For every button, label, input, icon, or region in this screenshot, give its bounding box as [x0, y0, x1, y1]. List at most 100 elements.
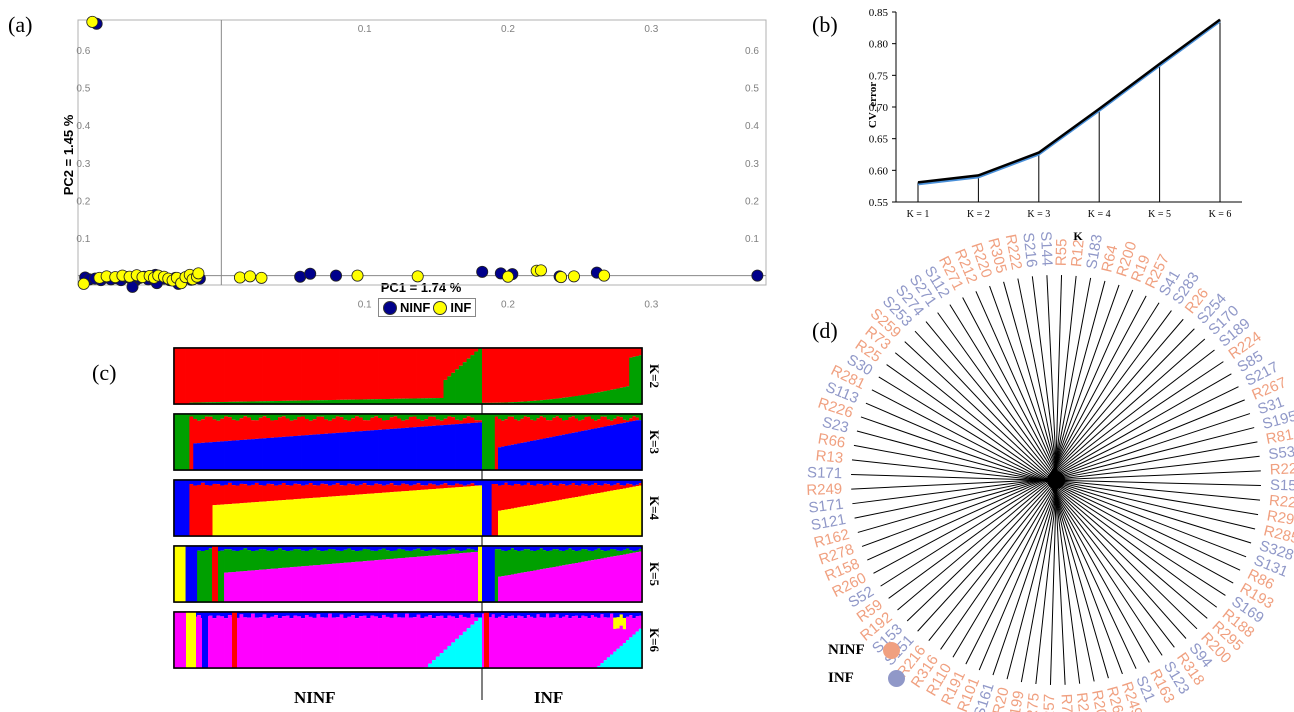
admixture-bar — [613, 418, 617, 425]
admixture-bar — [507, 480, 512, 486]
admixture-bar — [351, 494, 356, 536]
admixture-bar — [558, 418, 563, 436]
admixture-bar — [455, 618, 460, 639]
admixture-bar — [266, 480, 271, 484]
admixture-bar — [320, 564, 325, 602]
admixture-bar — [629, 615, 633, 638]
admixture-bar — [262, 501, 267, 536]
admixture-bar — [351, 484, 356, 495]
admixture-bar — [568, 618, 572, 668]
admixture-bar — [622, 546, 627, 550]
admixture-bar — [549, 399, 553, 404]
admixture-bar — [494, 348, 499, 403]
admixture-bar — [266, 401, 271, 404]
admixture-bar — [285, 436, 290, 470]
admixture-bar — [378, 429, 383, 470]
admixture-bar — [177, 546, 183, 602]
admixture-bar — [439, 414, 444, 421]
admixture-bar — [533, 550, 537, 571]
cv-x-tick-label: K = 6 — [1209, 209, 1232, 220]
admixture-bar — [530, 546, 534, 551]
admixture-bar — [212, 414, 217, 420]
admixture-bar — [619, 423, 624, 470]
admixture-bar — [216, 348, 221, 403]
pca-point-inf — [351, 269, 364, 282]
admixture-bar — [320, 483, 325, 498]
admixture-bar — [565, 564, 569, 602]
admixture-bar — [428, 480, 433, 484]
admixture-bar — [549, 550, 553, 568]
admixture-bar — [498, 348, 502, 403]
admixture-bar — [224, 416, 229, 442]
admixture-bar — [587, 494, 592, 536]
admixture-bar — [584, 416, 588, 431]
admixture-bar — [478, 414, 483, 421]
admixture-bar — [632, 634, 636, 668]
admixture-bar — [320, 497, 325, 536]
admixture-bar — [435, 488, 441, 536]
admixture-bar — [626, 422, 630, 470]
admixture-bar — [606, 419, 611, 426]
admixture-bar — [239, 546, 244, 550]
admixture-bar — [224, 612, 229, 619]
admixture-bar — [254, 348, 260, 402]
admixture-bar — [362, 494, 367, 536]
admixture-bar — [381, 480, 387, 486]
admixture-bar — [312, 565, 317, 602]
admixture-bar — [474, 617, 479, 622]
admixture-bar — [455, 550, 460, 554]
admixture-bar — [412, 416, 417, 428]
admixture-bar — [523, 401, 528, 404]
admixture-bar — [439, 397, 444, 404]
admixture-bar — [533, 570, 537, 602]
tree-leaf-label: S171 — [808, 496, 845, 517]
admixture-bar — [339, 563, 344, 602]
tree-branch — [897, 473, 1060, 611]
admixture-bar — [381, 546, 387, 549]
pca-right-tick-label: 0.3 — [745, 159, 759, 170]
admixture-bar — [204, 485, 210, 536]
admixture-bar — [289, 400, 294, 404]
admixture-bar — [308, 414, 313, 421]
admixture-bar — [301, 480, 306, 486]
admixture-bar — [568, 414, 572, 418]
admixture-bar — [638, 485, 643, 536]
admixture-bar — [435, 485, 441, 489]
tree-leaf-label: R222 — [1268, 492, 1294, 512]
admixture-bar — [555, 614, 560, 668]
admixture-bar — [324, 433, 329, 470]
admixture-bar — [638, 483, 643, 486]
admixture-bar — [412, 549, 417, 558]
admixture-bar — [343, 549, 348, 563]
pca-top-tick-label: 0.2 — [501, 24, 515, 35]
admixture-bar — [424, 398, 429, 404]
admixture-bar — [613, 484, 617, 491]
admixture-bar — [297, 616, 302, 668]
admixture-bar — [370, 546, 375, 551]
admixture-bar — [523, 572, 528, 602]
admixture-bar — [331, 549, 337, 564]
tree-branch — [1061, 481, 1259, 516]
admixture-bar — [220, 402, 225, 404]
admixture-bar — [274, 480, 279, 486]
admixture-bar — [622, 419, 627, 423]
admixture-bar — [451, 348, 456, 373]
admixture-bar — [603, 391, 608, 404]
cv-y-tick-label: 0.80 — [869, 39, 889, 51]
admixture-bar — [351, 418, 356, 432]
admixture-k-label: K=6 — [647, 628, 662, 653]
admixture-bar — [297, 484, 302, 499]
pca-point-inf — [555, 271, 568, 284]
admixture-bar — [635, 420, 640, 470]
tree-legend-inf-dot — [887, 670, 905, 687]
admixture-bar — [251, 420, 256, 440]
admixture-bar — [374, 483, 379, 494]
admixture-bar — [335, 546, 340, 551]
admixture-bar — [393, 480, 398, 486]
admixture-bar — [224, 618, 229, 668]
admixture-bar — [587, 546, 592, 551]
admixture-bar — [274, 414, 279, 421]
admixture-bar — [197, 484, 202, 536]
cv-y-tick-label: 0.60 — [869, 165, 889, 177]
admixture-bar — [266, 418, 271, 438]
